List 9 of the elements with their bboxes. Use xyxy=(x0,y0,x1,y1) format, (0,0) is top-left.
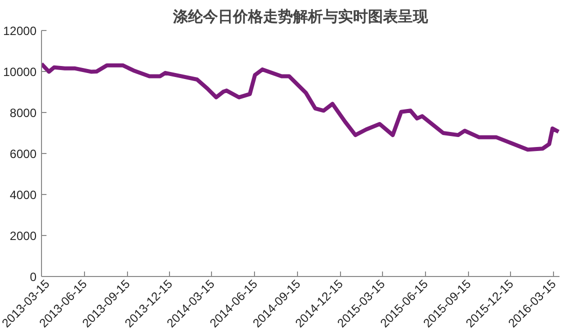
y-tick-label: 8000 xyxy=(10,106,37,120)
chart-title: 涤纶今日价格走势解析与实时图表呈现 xyxy=(172,8,429,26)
y-tick-label: 0 xyxy=(30,270,37,284)
y-tick-label: 10000 xyxy=(3,65,37,79)
y-tick-label: 12000 xyxy=(3,24,37,38)
line-series xyxy=(42,62,560,152)
y-tick-label: 6000 xyxy=(10,147,37,161)
y-tick-label: 4000 xyxy=(10,188,37,202)
y-tick-label: 2000 xyxy=(10,229,37,243)
